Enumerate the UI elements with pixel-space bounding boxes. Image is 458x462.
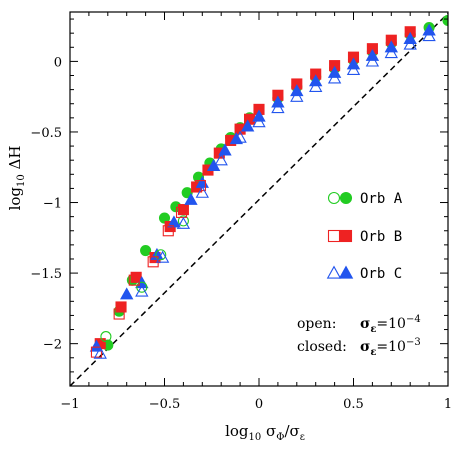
- orb-c-closed-point-8: [218, 143, 232, 156]
- orb-b-closed-point-1: [115, 301, 127, 313]
- orb-a-closed-point-4: [158, 212, 171, 224]
- note-open-label: open:: [297, 316, 336, 332]
- legend: Orb A Orb B Orb C open: σε=10−4 closed: σε=10−…: [297, 191, 421, 358]
- y-tick-label: −0.5: [30, 126, 62, 141]
- orb-a-closed-point-3: [140, 244, 152, 257]
- orb-b-open-point-2: [128, 274, 140, 286]
- orb-c-open-point-16: [422, 29, 436, 42]
- orb-c-open-point-11: [327, 71, 342, 84]
- legend-orb-a-label: Orb A: [360, 191, 403, 207]
- orb-c-open-point-6: [233, 130, 247, 143]
- reference-line-layer: [70, 12, 448, 386]
- orb-a-open-point-2: [155, 249, 167, 261]
- y-tick-label: −1: [43, 197, 62, 212]
- orb-b-open-point-4: [162, 225, 174, 237]
- orb-a-open-point-0: [100, 331, 112, 343]
- orb-c-open-point-12: [346, 62, 361, 76]
- x-tick-label: −1: [60, 397, 79, 412]
- legend-orb-a-open-marker: [327, 191, 341, 205]
- orb-c-open-point-13: [365, 54, 380, 67]
- orb-a-closed-point-23: [442, 14, 448, 27]
- orb-c-open-point-4: [195, 185, 209, 198]
- legend-orb-a-closed-marker: [339, 191, 353, 205]
- x-axis-label: log10 σΦ/σε: [225, 422, 305, 443]
- x-tick-label: 0: [255, 397, 263, 412]
- x-tick-label: −0.5: [149, 397, 181, 412]
- orb-c-open-point-8: [271, 101, 285, 114]
- orb-c-closed-point-4: [167, 215, 181, 228]
- orb-c-open-point-15: [403, 37, 417, 50]
- reference-dashed-line: [70, 12, 448, 386]
- orb-c-open-point-10: [309, 79, 323, 92]
- orb-c-open-point-9: [290, 89, 304, 102]
- x-tick-label: 1: [444, 397, 452, 412]
- note-closed-value: σε=10−3: [360, 337, 421, 358]
- legend-orb-c-open-marker: [326, 265, 342, 279]
- legend-orb-b-label: Orb B: [360, 229, 402, 245]
- orb-c-open-point-1: [135, 284, 149, 297]
- markers-layer: [89, 14, 448, 359]
- legend-orb-b-open-marker: [327, 229, 341, 243]
- legend-orb-c-closed-marker: [338, 265, 354, 279]
- orb-c-open-point-5: [214, 153, 228, 166]
- orb-c-closed-point-10: [240, 119, 255, 132]
- orb-b-open-point-1: [113, 308, 125, 320]
- y-axis-label: log10 ΔH: [6, 146, 27, 211]
- orb-b-closed-point-5: [177, 204, 189, 216]
- orb-c-open-point-3: [176, 216, 191, 229]
- orb-a-open-point-3: [177, 215, 189, 227]
- orb-c-closed-point-5: [184, 192, 198, 205]
- orb-a-open-point-1: [136, 281, 148, 293]
- y-tick-label: −1.5: [30, 267, 62, 282]
- orb-c-open-point-14: [384, 46, 398, 59]
- note-open-value: σε=10−4: [360, 314, 421, 335]
- x-tick-label: 0.5: [343, 397, 364, 412]
- orb-c-open-point-2: [155, 250, 170, 263]
- orb-b-open-point-5: [175, 206, 188, 218]
- axis-ticks: −1 −0.5 0 0.5 1 −2 −1.5 −1 −0.5 0: [30, 12, 452, 412]
- y-tick-label: −2: [43, 338, 62, 353]
- orb-c-closed-point-1: [120, 287, 134, 300]
- orb-c-open-point-7: [252, 115, 266, 128]
- orb-c-open-point-0: [93, 346, 107, 359]
- legend-orb-c-label: Orb C: [360, 266, 402, 282]
- legend-orb-b-closed-marker: [339, 229, 353, 243]
- note-closed-label: closed:: [297, 339, 347, 355]
- orb-b-open-point-0: [90, 346, 103, 358]
- y-tick-label: 0: [54, 55, 62, 70]
